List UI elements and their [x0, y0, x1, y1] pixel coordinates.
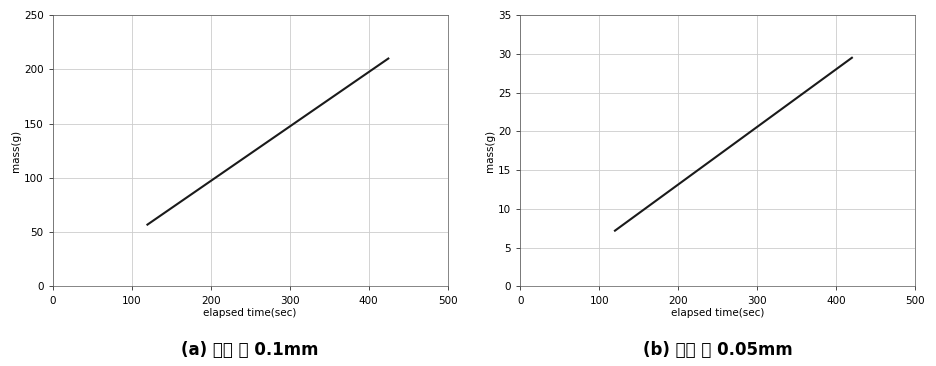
X-axis label: elapsed time(sec): elapsed time(sec) — [203, 308, 297, 318]
X-axis label: elapsed time(sec): elapsed time(sec) — [671, 308, 765, 318]
Y-axis label: mass(g): mass(g) — [11, 130, 22, 172]
Text: (b) 균열 폭 0.05mm: (b) 균열 폭 0.05mm — [643, 341, 793, 359]
Text: (a) 균열 폭 0.1mm: (a) 균열 폭 0.1mm — [182, 341, 319, 359]
Y-axis label: mass(g): mass(g) — [485, 130, 495, 172]
